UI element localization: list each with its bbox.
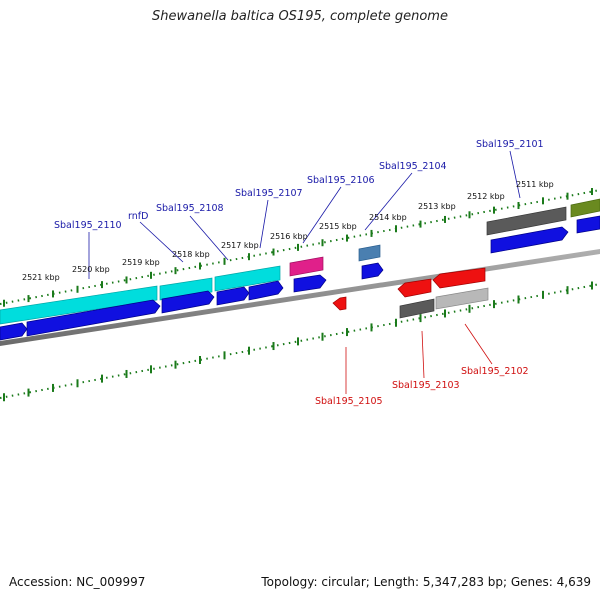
cog-track [0,198,600,325]
reverse-cds-track [332,267,486,311]
forward-cds-arrow [161,290,215,314]
tick-label: 2515 kbp [319,222,357,231]
forward-cds-arrow [490,226,569,254]
gene-label: Sbal195_2102 [461,366,529,377]
leader-line [189,215,229,261]
cog-cyan-block-3 [214,265,281,292]
tick-label: 2511 kbp [516,180,554,189]
cog-cyan-block-2 [159,277,213,301]
leader-line [421,330,425,379]
forward-cds-arrow [293,274,327,293]
cog-grey-dark-block [399,298,435,319]
gene-label: Sbal195_2108 [156,203,224,214]
leader-line [302,186,342,244]
leader-line [259,199,269,249]
map-title: Shewanella baltica OS195, complete genom… [152,9,448,24]
reverse-cds-arrow [432,267,486,289]
tick-label: 2519 kbp [122,258,160,267]
leader-line [364,172,413,231]
gene-label: Sbal195_2106 [307,175,375,186]
cog-grey-light-block [435,287,489,310]
forward-cds-arrow [26,299,161,337]
forward-cds-arrow [576,215,600,234]
kbp-labels: 2521 kbp 2520 kbp 2519 kbp 2518 kbp 2517… [22,180,554,282]
cog-cyan-block-1 [0,285,158,325]
gene-label: Sbal195_2103 [392,380,460,391]
gene-labels: Sbal195_2110 rnfD Sbal195_2108 Sbal195_2… [54,139,544,407]
gene-label: Sbal195_2104 [379,161,447,172]
cog-pink-block [289,256,324,277]
tick-label: 2518 kbp [172,250,210,259]
cog-olive-block [570,198,600,218]
tick-label: 2517 kbp [221,241,259,250]
tick-label: 2513 kbp [418,202,456,211]
forward-cds-arrow [0,322,28,341]
outer-major-ticks [3,188,593,307]
forward-cds-arrow [361,262,384,280]
tick-label: 2521 kbp [22,273,60,282]
leader-line [509,150,521,199]
accession-text: Accession: NC_009997 [9,575,146,589]
cog-grey-block [486,206,567,236]
reverse-cog-track [399,287,489,319]
gene-label: Sbal195_2105 [315,396,383,407]
forward-cds-arrow [216,286,250,306]
gene-label: Sbal195_2101 [476,139,544,150]
tick-label: 2516 kbp [270,232,308,241]
reverse-cds-arrow [397,278,432,298]
inner-major-ticks [3,281,593,402]
tick-label: 2520 kbp [72,265,110,274]
gene-label: Sbal195_2107 [235,188,303,199]
gene-label: rnfD [128,211,148,222]
tick-label: 2514 kbp [369,213,407,222]
reverse-cds-arrow [332,296,347,311]
gene-label: Sbal195_2110 [54,220,122,231]
tick-label: 2512 kbp [467,192,505,201]
leader-line [139,221,184,263]
cog-steel-block [358,244,381,262]
leader-line [464,323,493,365]
genome-summary-text: Topology: circular; Length: 5,347,283 bp… [261,575,591,589]
forward-cds-track [0,215,600,341]
forward-cds-arrow [248,280,284,301]
